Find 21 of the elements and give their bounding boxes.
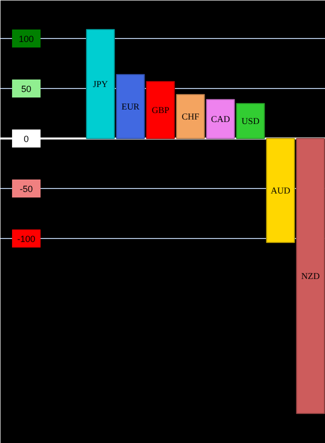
y-tick-label: -100: [17, 234, 36, 244]
bar: [296, 138, 325, 414]
x-tick-label: GBP: [152, 105, 170, 115]
bar: [116, 74, 145, 139]
y-tick-label: 0: [24, 134, 29, 144]
bar: [86, 29, 115, 139]
bar: [176, 94, 205, 139]
bar: [146, 81, 175, 139]
y-tick-label: 50: [21, 84, 32, 94]
x-tick-label: NZD: [301, 271, 320, 281]
x-tick-label: JPY: [92, 79, 108, 89]
x-tick-label: CAD: [210, 114, 230, 124]
bar: [236, 103, 265, 139]
x-tick-label: CHF: [182, 112, 200, 122]
x-tick-label: EUR: [121, 102, 140, 112]
x-tick-label: AUD: [270, 186, 291, 196]
bar: [206, 99, 235, 139]
x-tick-label: USD: [241, 116, 260, 126]
y-tick-label: -50: [20, 184, 33, 194]
bar: [266, 138, 295, 243]
y-tick-label: 100: [18, 34, 34, 44]
